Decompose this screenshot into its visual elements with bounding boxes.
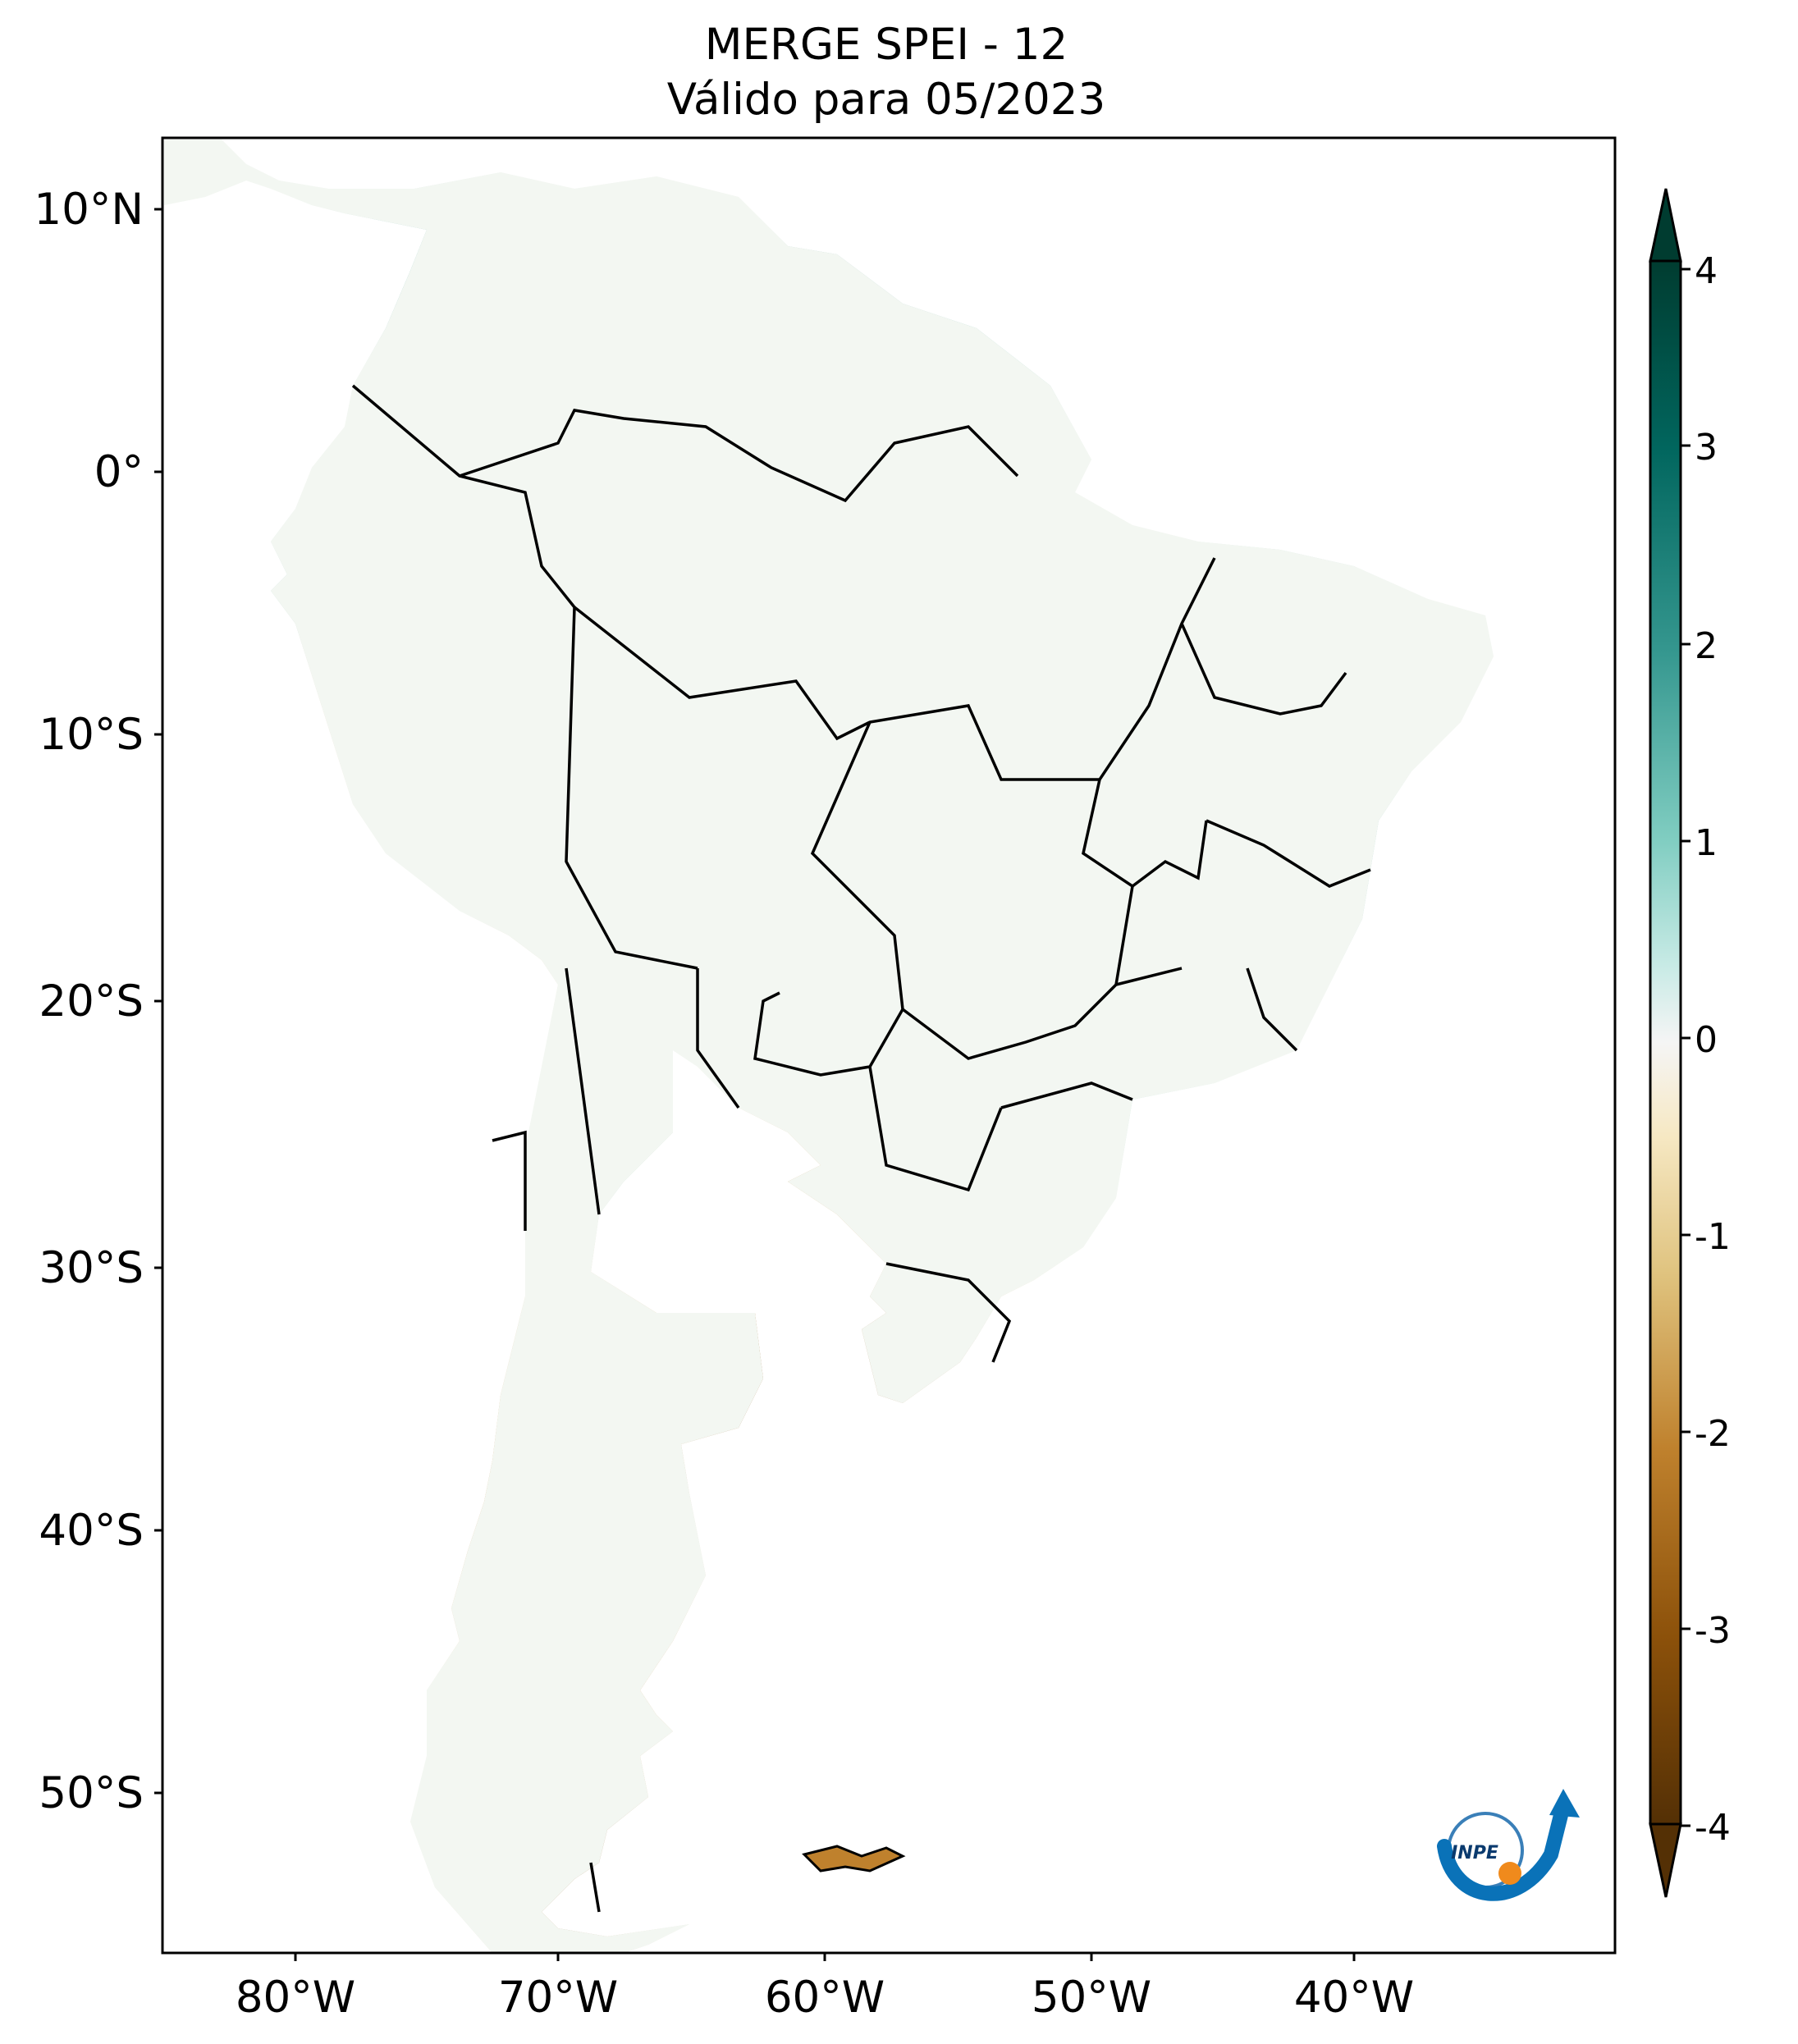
falkland-islands	[802, 1845, 906, 1873]
lat-tick-label: 20°S	[39, 976, 144, 1027]
lat-tick-label: 30°S	[39, 1243, 144, 1293]
map-title: MERGE SPEI - 12	[704, 20, 1068, 70]
colorbar-tick-label: 1	[1695, 822, 1718, 864]
lat-tick-label: 10°S	[39, 710, 144, 760]
lat-tick-label: 0°	[94, 447, 144, 497]
lat-tick-label: 40°S	[39, 1506, 144, 1556]
colorbar-min-extend	[1649, 1822, 1682, 1898]
logo-swoosh-icon	[1437, 1798, 1571, 1901]
colorbar-tick-label: 4	[1695, 250, 1718, 292]
map-area	[162, 138, 1495, 1953]
lon-tick-label: 40°W	[1294, 1973, 1414, 2023]
colorbar: 4 3 2 1 0 -1 -2 -3 -4	[1649, 188, 1731, 1898]
lat-tick-label: 10°N	[34, 185, 144, 235]
colorbar-tick-label: 3	[1695, 427, 1718, 469]
colorbar-tick-label: 2	[1695, 625, 1718, 667]
colorbar-tick-label: -1	[1695, 1216, 1731, 1258]
lat-tick-label: 50°S	[39, 1768, 144, 1818]
colorbar-ramp	[1649, 259, 1682, 1826]
inpe-logo: INPE	[1437, 1789, 1580, 1901]
logo-text: INPE	[1451, 1843, 1498, 1863]
map-frame	[161, 136, 1617, 1955]
lon-tick-label: 80°W	[236, 1973, 355, 2023]
lat-axis: 10°N 0° 10°S 20°S 30°S 40°S 50°S	[34, 185, 162, 1818]
lon-tick-label: 60°W	[765, 1973, 885, 2023]
logo-arrow-icon	[1549, 1789, 1580, 1818]
colorbar-tick-label: -3	[1695, 1610, 1731, 1652]
logo-dot-icon	[1498, 1862, 1521, 1885]
colorbar-max-extend	[1649, 188, 1682, 263]
map-subtitle: Válido para 05/2023	[666, 75, 1106, 125]
lon-axis: 80°W 70°W 60°W 50°W 40°W	[236, 1953, 1414, 2023]
boundaries	[162, 138, 1495, 1953]
colorbar-tick-label: -2	[1695, 1413, 1731, 1455]
colorbar-tick-label: 0	[1695, 1019, 1718, 1061]
lon-tick-label: 70°W	[498, 1973, 618, 2023]
lon-tick-label: 50°W	[1032, 1973, 1151, 2023]
colorbar-tick-label: -4	[1695, 1807, 1731, 1849]
